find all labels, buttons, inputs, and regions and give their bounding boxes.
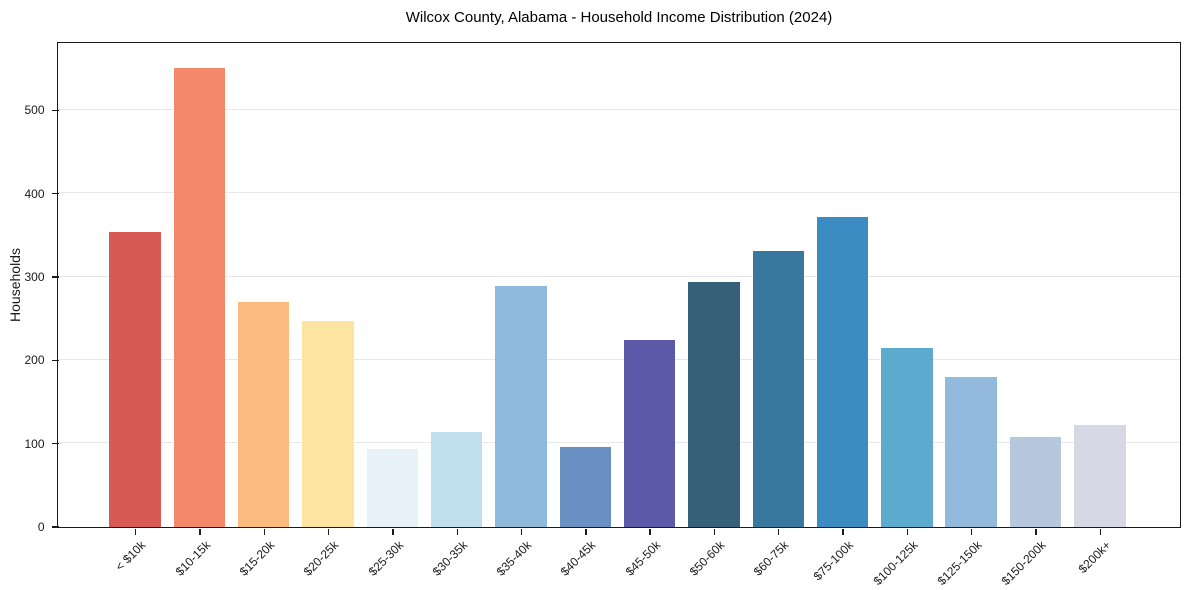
- bar-$50-60k: [688, 282, 740, 527]
- y-tick-label-200: 200: [24, 353, 45, 368]
- x-tick-$125-150k: [971, 528, 973, 535]
- y-tick-200: [51, 359, 59, 362]
- gridline-100: [58, 442, 1180, 444]
- x-tick-$15-20k: [263, 528, 265, 535]
- y-tick-400: [51, 193, 59, 195]
- bar-$150-200k: [1009, 436, 1062, 527]
- x-tick-$40-45k: [585, 528, 587, 535]
- bar-$40-45k: [559, 446, 612, 527]
- chart-title: Wilcox County, Alabama - Household Incom…: [405, 9, 833, 26]
- x-tick-$20-25k: [327, 528, 330, 535]
- bar-$125-150k: [945, 377, 997, 527]
- gridline-200: [58, 358, 1180, 360]
- y-tick-300: [51, 276, 59, 278]
- y-tick-500: [51, 109, 59, 112]
- x-tick-label-$60-75k: $60-75k: [751, 538, 792, 579]
- plot-area: [57, 41, 1181, 528]
- x-tick-label-$15-20k: $15-20k: [236, 538, 278, 579]
- y-tick-label-500: 500: [24, 103, 45, 118]
- x-tick-$75-100k: [842, 528, 844, 535]
- x-tick-label-$40-45k: $40-45k: [558, 538, 599, 579]
- y-tick-0: [51, 526, 59, 528]
- bar-$200k+: [1074, 424, 1126, 527]
- bar-$30-35k: [430, 431, 483, 527]
- x-tick-$150-200k: [1035, 528, 1037, 535]
- y-tick-label-0: 0: [37, 520, 45, 534]
- bar-$25-30k: [366, 449, 419, 527]
- y-tick-label-100: 100: [24, 436, 45, 451]
- bar-$60-75k: [752, 250, 804, 527]
- bar-$45-50k: [623, 339, 676, 527]
- x-tick-$100-125k: [906, 528, 909, 535]
- bar-< $10k: [109, 232, 161, 527]
- x-tick-$200k+: [1099, 528, 1102, 535]
- x-tick-label-$75-100k: $75-100k: [810, 538, 856, 584]
- bar-$100-125k: [881, 348, 933, 527]
- x-tick-label-$35-40k: $35-40k: [493, 538, 535, 579]
- x-tick-$50-60k: [713, 528, 716, 535]
- x-tick-$10-15k: [199, 528, 201, 535]
- x-tick-$30-35k: [456, 528, 458, 535]
- x-tick-$25-30k: [392, 528, 394, 535]
- bar-$75-100k: [816, 216, 869, 527]
- x-tick-$60-75k: [778, 528, 780, 535]
- x-tick-label-$45-50k: $45-50k: [622, 538, 664, 579]
- x-tick-label-$125-150k: $125-150k: [934, 538, 985, 589]
- x-tick-label-< $10k: < $10k: [112, 538, 149, 574]
- y-axis-label: Households: [7, 248, 23, 322]
- x-tick-label-$100-125k: $100-125k: [870, 538, 921, 589]
- x-tick-$45-50k: [649, 528, 651, 535]
- bar-$35-40k: [495, 285, 547, 527]
- gridline-300: [58, 275, 1180, 277]
- bar-$20-25k: [302, 320, 354, 527]
- x-tick-$35-40k: [520, 528, 523, 535]
- x-tick-label-$20-25k: $20-25k: [300, 538, 342, 579]
- bar-$15-20k: [238, 301, 290, 527]
- x-tick-label-$150-200k: $150-200k: [998, 538, 1049, 589]
- x-tick-label-$200k+: $200k+: [1075, 538, 1114, 576]
- x-tick-label-$25-30k: $25-30k: [365, 538, 406, 579]
- y-tick-label-400: 400: [24, 186, 45, 201]
- x-tick-< $10k: [134, 528, 137, 535]
- x-tick-label-$30-35k: $30-35k: [429, 538, 471, 579]
- y-tick-label-300: 300: [24, 270, 45, 285]
- bar-$10-15k: [173, 67, 226, 527]
- gridline-500: [58, 108, 1180, 110]
- x-tick-label-$50-60k: $50-60k: [686, 538, 728, 579]
- y-tick-100: [51, 442, 59, 445]
- x-tick-label-$10-15k: $10-15k: [172, 538, 213, 579]
- gridline-400: [58, 192, 1180, 194]
